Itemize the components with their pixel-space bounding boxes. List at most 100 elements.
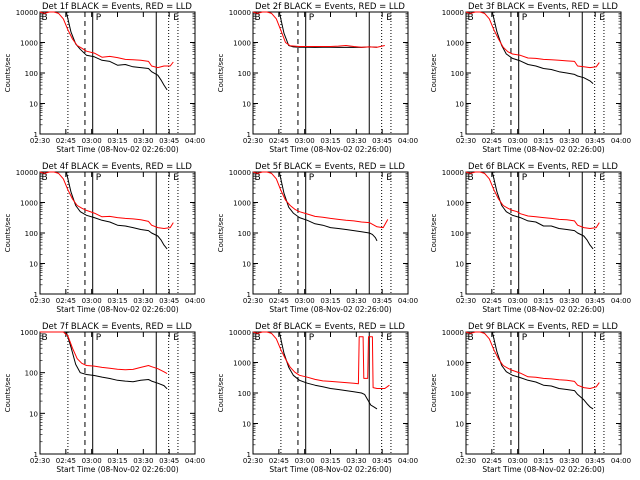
x-tick-label: 02:45 [482, 137, 502, 145]
x-tick-label: 02:30 [456, 457, 476, 465]
x-tick-label: 02:30 [456, 137, 476, 145]
plot-frame [465, 11, 622, 135]
y-tick-label: 10 [242, 261, 251, 269]
series-lld-line [465, 171, 600, 229]
y-tick-label: 1 [247, 131, 251, 139]
flare-marker-B: B [468, 333, 474, 343]
y-tick-label: 100 [451, 230, 464, 238]
y-tick-label: 10 [29, 101, 38, 109]
flare-marker-B: B [42, 333, 48, 343]
y-tick-label: 10000 [442, 329, 464, 337]
x-tick-label: 03:15 [107, 297, 127, 305]
chart-title: Det 4f BLACK = Events, RED = LLD [42, 162, 192, 172]
series-lld-line [252, 171, 389, 229]
x-tick-label: 03:15 [320, 297, 340, 305]
plot-frame [39, 331, 196, 455]
y-tick-label: 1000 [233, 360, 251, 368]
y-tick-label: 1000 [233, 200, 251, 208]
x-tick-label: 02:45 [269, 297, 289, 305]
x-tick-label: 03:30 [133, 137, 153, 145]
detector-chart-4: Det 4f BLACK = Events, RED = LLD 1 10 100 10… [4, 162, 205, 314]
detector-chart-3: Det 3f BLACK = Events, RED = LLD 1 10 100 10… [430, 2, 631, 154]
y-axis-label: Counts/sec [4, 214, 12, 253]
x-axis-label: Start Time (08-Nov-02 02:26:00) [56, 145, 178, 154]
plot-frame [39, 171, 196, 295]
flare-marker-E: E [599, 333, 605, 343]
y-tick-label: 1 [460, 451, 464, 459]
detector-chart-6: Det 6f BLACK = Events, RED = LLD 1 10 100 10… [430, 162, 631, 314]
x-tick-label: 03:00 [82, 457, 102, 465]
x-tick-label: 02:45 [482, 457, 502, 465]
x-tick-label: 02:45 [56, 297, 76, 305]
series-lld-line [39, 11, 174, 69]
x-tick-label: 03:30 [559, 457, 579, 465]
y-axis-label: Counts/sec [217, 214, 225, 253]
flare-marker-P: P [309, 13, 315, 23]
flare-marker-B: B [468, 173, 474, 183]
x-tick-label: 03:45 [372, 137, 392, 145]
y-tick-label: 1000 [20, 40, 38, 48]
y-axis-label: Counts/sec [430, 374, 438, 413]
y-tick-label: 10000 [229, 9, 251, 17]
flare-marker-P: P [522, 333, 528, 343]
y-tick-label: 1000 [233, 40, 251, 48]
series-lld-line [465, 331, 600, 389]
x-tick-label: 02:30 [243, 137, 263, 145]
y-tick-label: 1 [460, 131, 464, 139]
series-events-line [278, 171, 378, 242]
y-tick-label: 10 [455, 261, 464, 269]
x-tick-label: 03:45 [159, 297, 179, 305]
series-lld-line [39, 171, 174, 229]
y-tick-label: 10 [242, 421, 251, 429]
y-tick-label: 1 [34, 131, 38, 139]
y-tick-label: 100 [238, 70, 251, 78]
series-events-line [65, 11, 168, 91]
flare-marker-E: E [386, 333, 392, 343]
flare-marker-E: E [599, 173, 605, 183]
x-tick-label: 02:30 [30, 297, 50, 305]
x-tick-label: 02:30 [243, 457, 263, 465]
y-tick-label: 100 [25, 370, 38, 378]
x-tick-label: 03:15 [107, 137, 127, 145]
x-axis-label: Start Time (08-Nov-02 02:26:00) [482, 305, 604, 314]
y-tick-label: 10000 [16, 9, 38, 17]
x-tick-label: 02:45 [269, 137, 289, 145]
flare-marker-B: B [42, 13, 48, 23]
x-tick-label: 03:15 [533, 297, 553, 305]
y-tick-label: 100 [451, 70, 464, 78]
x-tick-label: 03:00 [295, 137, 315, 145]
flare-marker-P: P [96, 13, 102, 23]
x-tick-label: 04:00 [398, 137, 418, 145]
x-axis-label: Start Time (08-Nov-02 02:26:00) [482, 465, 604, 474]
flare-marker-B: B [255, 333, 261, 343]
y-tick-label: 1 [247, 451, 251, 459]
series-lld-line [40, 331, 168, 375]
y-axis-label: Counts/sec [4, 54, 12, 93]
detector-chart-1: Det 1f BLACK = Events, RED = LLD 1 10 100 10… [4, 2, 205, 154]
chart-title: Det 1f BLACK = Events, RED = LLD [42, 2, 192, 12]
x-tick-label: 03:15 [533, 457, 553, 465]
x-tick-label: 02:30 [243, 297, 263, 305]
chart-title: Det 5f BLACK = Events, RED = LLD [255, 162, 405, 172]
x-tick-label: 04:00 [611, 137, 631, 145]
y-tick-label: 1000 [446, 200, 464, 208]
x-tick-label: 02:30 [456, 297, 476, 305]
flare-marker-P: P [522, 173, 528, 183]
y-tick-label: 10 [29, 261, 38, 269]
chart-title: Det 7f BLACK = Events, RED = LLD [42, 322, 192, 332]
x-tick-label: 03:00 [295, 457, 315, 465]
x-axis-label: Start Time (08-Nov-02 02:26:00) [269, 145, 391, 154]
x-tick-label: 03:45 [372, 457, 392, 465]
flare-marker-B: B [255, 173, 261, 183]
x-tick-label: 04:00 [185, 137, 205, 145]
y-tick-label: 10000 [442, 169, 464, 177]
y-axis-label: Counts/sec [430, 54, 438, 93]
plot-frame [39, 11, 196, 135]
x-tick-label: 03:00 [82, 137, 102, 145]
flare-marker-B: B [468, 13, 474, 23]
y-tick-label: 1 [34, 451, 38, 459]
y-tick-label: 1000 [446, 360, 464, 368]
detector-chart-8: Det 8f BLACK = Events, RED = LLD 1 10 100 10… [217, 322, 418, 474]
x-tick-label: 02:45 [269, 457, 289, 465]
